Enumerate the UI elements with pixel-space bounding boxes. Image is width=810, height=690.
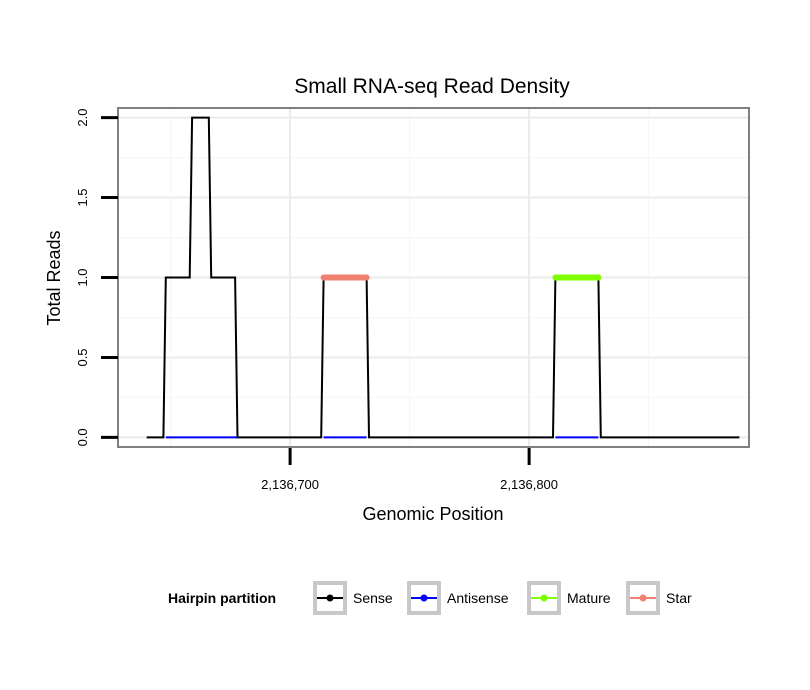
legend-label-antisense: Antisense — [447, 590, 509, 606]
legend-key-point — [639, 594, 647, 602]
x-axis: 2,136,700 2,136,800 — [261, 448, 558, 492]
legend-key-mature — [527, 581, 561, 615]
x-tick-label: 2,136,700 — [261, 477, 319, 492]
legend: Hairpin partition Sense Antisense Mature St… — [168, 581, 692, 615]
y-tick-label: 1.0 — [75, 268, 90, 286]
legend-label-sense: Sense — [353, 590, 393, 606]
legend-key-box — [407, 581, 441, 615]
legend-label-mature: Mature — [567, 590, 611, 606]
y-axis: 0.0 0.5 1.0 1.5 2.0 — [75, 109, 118, 446]
legend-label-star: Star — [666, 590, 692, 606]
legend-key-sense — [313, 581, 347, 615]
y-tick-label: 1.5 — [75, 188, 90, 206]
legend-key-point — [420, 594, 428, 602]
x-tick-label: 2,136,800 — [500, 477, 558, 492]
y-tick-label: 0.0 — [75, 428, 90, 446]
legend-key-point — [326, 594, 334, 602]
chart-title: Small RNA-seq Read Density — [294, 75, 570, 98]
series-group — [146, 116, 740, 439]
x-axis-title: Genomic Position — [362, 504, 503, 524]
legend-title: Hairpin partition — [168, 590, 276, 606]
legend-key-antisense — [407, 581, 441, 615]
y-tick-label: 0.5 — [75, 348, 90, 366]
y-tick-label: 2.0 — [75, 109, 90, 127]
legend-key-point — [540, 594, 548, 602]
y-axis-title: Total Reads — [44, 230, 64, 325]
legend-key-star — [626, 581, 660, 615]
